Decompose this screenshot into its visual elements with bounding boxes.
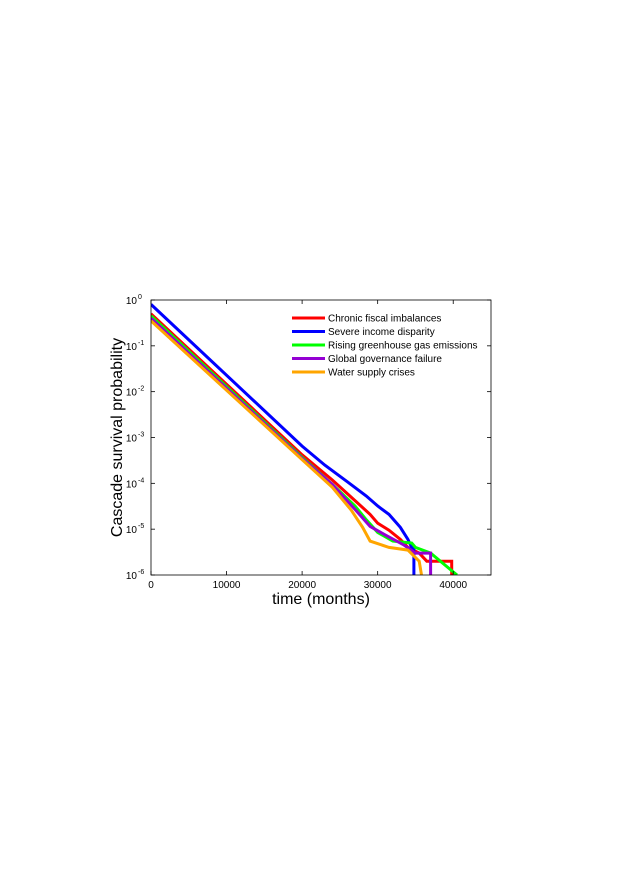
y-tick-exponent: 0 (138, 294, 142, 301)
legend-label-3: Global governance failure (328, 354, 442, 365)
legend-label-0: Chronic fiscal imbalances (328, 314, 441, 325)
y-tick-label: 10 (126, 434, 138, 445)
y-tick-exponent: -5 (138, 523, 144, 530)
y-axis-title: Cascade survival probability (109, 338, 126, 537)
series-line-1 (151, 303, 416, 575)
x-tick-label: 30000 (364, 580, 392, 591)
y-tick-label: 10 (126, 296, 138, 307)
x-tick-label: 20000 (288, 580, 316, 591)
series-line-0 (151, 312, 454, 575)
y-tick-label: 10 (126, 388, 138, 399)
y-tick-exponent: -3 (138, 432, 144, 439)
legend: Chronic fiscal imbalances Severe income d… (292, 314, 478, 379)
y-tick-label: 10 (126, 525, 138, 536)
y-tick-exponent: -6 (138, 569, 144, 576)
y-tick-label: 10 (126, 479, 138, 490)
y-tick-exponent: -1 (138, 340, 144, 347)
y-tick-label: 10 (126, 571, 138, 582)
y-tick-label: 10 (126, 342, 138, 353)
x-axis-title: time (months) (272, 591, 370, 608)
y-tick-exponent: -4 (138, 477, 144, 484)
x-tick-label: 40000 (439, 580, 467, 591)
legend-label-1: Severe income disparity (328, 327, 435, 338)
y-tick-exponent: -2 (138, 386, 144, 393)
x-tick-label: 0 (148, 580, 154, 591)
series-line-4 (151, 319, 423, 575)
series-line-3 (151, 317, 433, 575)
legend-label-4: Water supply crises (328, 368, 415, 379)
series-layer (151, 303, 458, 575)
x-tick-label: 10000 (213, 580, 241, 591)
legend-label-2: Rising greenhouse gas emissions (328, 341, 478, 352)
